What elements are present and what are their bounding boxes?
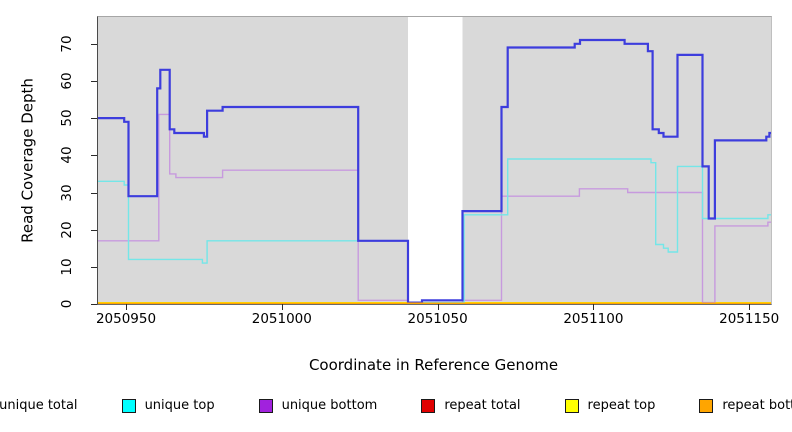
legend-item-repeat-bottom: repeat bottom xyxy=(699,398,792,413)
legend-item-unique-total: unique total xyxy=(0,398,78,413)
legend: unique total unique top unique bottom repea… xyxy=(0,398,792,413)
legend-item-unique-top: unique top xyxy=(121,398,215,413)
y-axis-title: Read Coverage Depth xyxy=(18,78,37,243)
legend-swatch-icon xyxy=(699,398,714,413)
legend-label: unique top xyxy=(144,398,215,413)
unique-total-line xyxy=(98,38,771,304)
y-tick-label: 50 xyxy=(59,109,75,127)
x-tick-mark xyxy=(126,304,127,310)
y-tick-mark xyxy=(91,43,97,45)
y-tick-mark xyxy=(91,229,97,231)
x-tick-label: 2051150 xyxy=(719,311,780,327)
y-tick-mark xyxy=(91,304,97,305)
legend-label: unique bottom xyxy=(281,398,378,413)
masked-region-band xyxy=(408,17,463,304)
legend-item-unique-bottom: unique bottom xyxy=(258,398,378,413)
x-tick-label: 2050950 xyxy=(95,311,157,327)
legend-label: repeat bottom xyxy=(722,398,792,413)
y-tick-mark xyxy=(91,266,97,268)
y-tick-label: 70 xyxy=(59,35,75,53)
x-axis-title: Coordinate in Reference Genome xyxy=(308,356,559,374)
x-tick-label: 2051050 xyxy=(407,311,468,327)
y-tick-label: 30 xyxy=(59,183,75,202)
x-tick-mark xyxy=(749,304,751,310)
legend-swatch-icon xyxy=(121,398,136,413)
y-tick-mark xyxy=(91,192,97,194)
x-tick-label: 2051000 xyxy=(251,311,312,327)
legend-item-repeat-total: repeat total xyxy=(421,398,521,413)
y-tick-mark xyxy=(91,155,97,157)
legend-swatch-icon xyxy=(564,398,579,413)
y-tick-mark xyxy=(91,80,97,82)
plot-area xyxy=(97,16,772,305)
legend-item-repeat-top: repeat top xyxy=(564,398,656,413)
y-tick-label: 0 xyxy=(59,299,75,309)
y-tick-label: 20 xyxy=(59,221,75,239)
coverage-step-plot xyxy=(98,17,771,304)
legend-swatch-icon xyxy=(421,398,436,413)
y-tick-label: 10 xyxy=(59,258,75,276)
legend-label: repeat total xyxy=(444,398,521,413)
y-tick-label: 60 xyxy=(59,72,75,90)
x-tick-mark xyxy=(437,304,439,310)
x-tick-label: 2051100 xyxy=(563,311,624,327)
x-tick-mark xyxy=(593,304,595,310)
y-tick-mark xyxy=(91,118,97,120)
x-tick-mark xyxy=(281,304,283,310)
legend-label: unique total xyxy=(0,398,78,413)
unique-top-line xyxy=(98,158,771,304)
y-tick-label: 40 xyxy=(59,146,75,164)
legend-label: repeat top xyxy=(587,398,656,413)
legend-swatch-icon xyxy=(258,398,273,413)
